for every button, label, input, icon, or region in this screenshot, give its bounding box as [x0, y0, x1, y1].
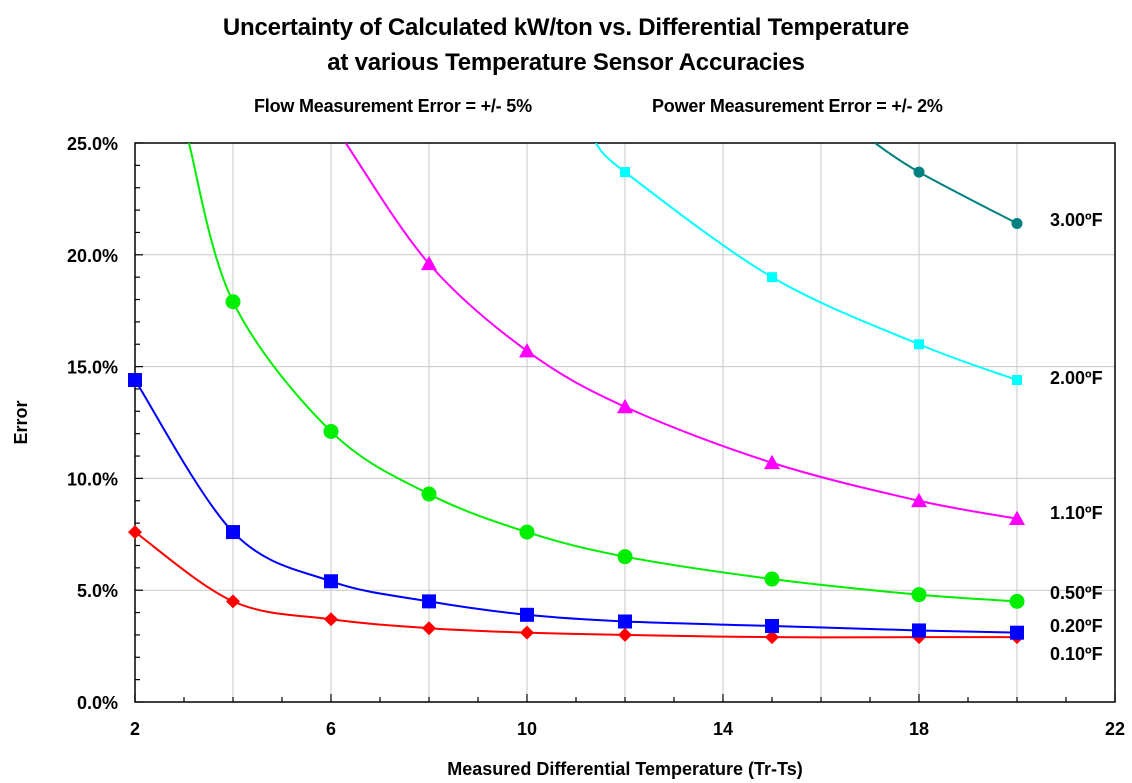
data-point — [421, 255, 437, 271]
x-tick-label: 6 — [326, 719, 336, 739]
x-tick-label: 14 — [713, 719, 733, 739]
data-point — [617, 398, 633, 414]
data-point — [1011, 217, 1023, 229]
x-tick-label: 10 — [517, 719, 537, 739]
data-point — [618, 614, 632, 629]
data-point — [764, 571, 780, 587]
data-point — [1009, 593, 1025, 609]
y-tick-label: 20.0% — [67, 246, 118, 266]
data-point — [323, 423, 339, 439]
x-tick-label: 18 — [909, 719, 929, 739]
series-line-0 — [135, 531, 1017, 639]
power-error-note: Power Measurement Error = +/- 2% — [652, 96, 943, 116]
series-line-4 — [594, 143, 1018, 381]
data-point — [520, 607, 534, 622]
data-point — [422, 621, 436, 636]
data-point — [617, 549, 633, 565]
chart-subtitle: at various Temperature Sensor Accuracies — [327, 49, 805, 76]
data-point — [519, 524, 535, 540]
data-point — [914, 339, 924, 350]
data-point — [911, 492, 927, 508]
data-point — [765, 630, 779, 645]
data-point — [324, 612, 338, 627]
x-tick-label: 2 — [130, 719, 140, 739]
data-point — [1009, 510, 1025, 526]
series-label: 1.10ºF — [1050, 503, 1103, 523]
x-tick-label: 22 — [1105, 719, 1125, 739]
series-line-1 — [135, 379, 1018, 634]
y-tick-label: 0.0% — [77, 693, 118, 713]
data-point — [764, 454, 780, 470]
data-point — [128, 373, 142, 388]
y-tick-label: 15.0% — [67, 358, 118, 378]
data-point — [519, 342, 535, 358]
data-point — [226, 525, 240, 540]
data-point — [1010, 625, 1024, 640]
data-point — [520, 625, 534, 640]
y-tick-label: 25.0% — [67, 134, 118, 154]
series-line-5 — [874, 143, 1018, 225]
series-label: 2.00ºF — [1050, 368, 1103, 388]
data-point — [1012, 375, 1022, 386]
data-point — [421, 486, 437, 502]
y-axis-label: Error — [11, 400, 31, 444]
data-point — [912, 623, 926, 638]
series-label: 3.00ºF — [1050, 210, 1103, 230]
data-point — [913, 166, 925, 178]
chart-title: Uncertainty of Calculated kW/ton vs. Dif… — [222, 14, 910, 41]
data-point — [324, 574, 338, 589]
data-point — [911, 587, 927, 603]
y-tick-label: 10.0% — [67, 469, 118, 489]
data-point — [128, 525, 142, 540]
data-point — [226, 594, 240, 609]
series-label: 0.20ºF — [1050, 616, 1103, 636]
flow-error-note: Flow Measurement Error = +/- 5% — [254, 96, 532, 116]
data-point — [422, 594, 436, 609]
series-label: 0.50ºF — [1050, 583, 1103, 603]
series-label: 0.10ºF — [1050, 644, 1103, 664]
x-axis-label: Measured Differential Temperature (Tr-Ts… — [447, 759, 802, 779]
data-point — [765, 618, 779, 633]
data-point — [618, 627, 632, 642]
series-line-2 — [187, 143, 1018, 603]
y-tick-label: 5.0% — [77, 581, 118, 601]
data-point — [767, 272, 777, 283]
series-line-3 — [344, 143, 1018, 520]
data-point — [620, 167, 630, 178]
data-point — [225, 294, 241, 310]
